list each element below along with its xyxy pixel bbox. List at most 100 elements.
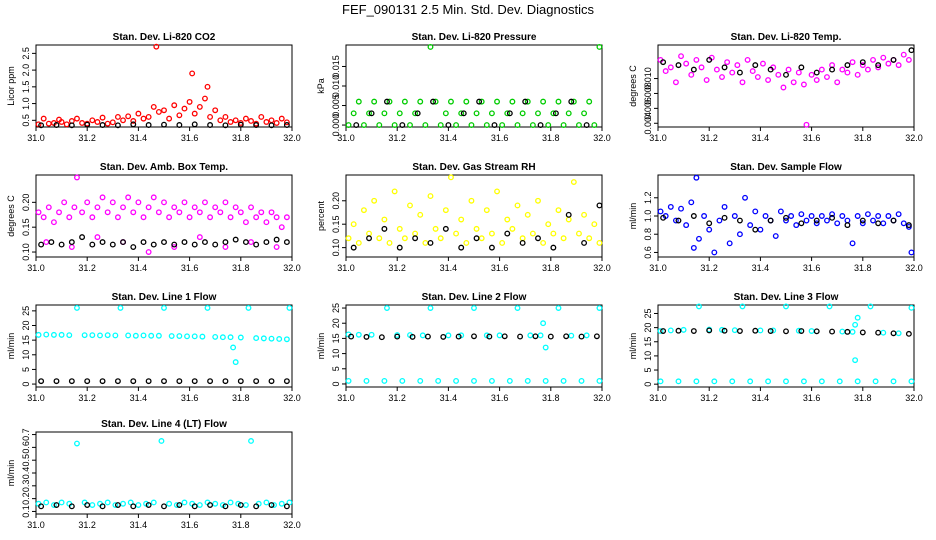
data-point [258,114,265,120]
data-point [386,98,393,105]
data-point [535,110,541,117]
x-tick-label: 31.8 [542,133,560,143]
data-point [219,334,226,341]
data-point [66,214,73,221]
data-point [657,328,664,334]
data-point [683,60,690,67]
data-point [540,239,547,246]
data-point [263,499,270,506]
data-point [494,188,500,195]
data-point [161,199,167,206]
data-point [148,332,155,339]
data-point [900,51,907,58]
data-point [353,122,360,128]
data-point [283,122,290,128]
x-tick-label: 31.6 [491,393,509,403]
data-point [263,219,270,226]
data-point [207,502,214,508]
data-point [488,110,495,117]
x-tick-label: 31.6 [181,263,199,273]
points-layer [657,47,915,128]
data-point [473,225,480,232]
data-point [381,377,388,384]
data-point [552,110,559,117]
data-point [895,62,902,69]
y-tick-label: 0.15 [21,218,31,236]
data-point [278,224,285,231]
data-point [445,122,452,128]
y-tick-label: 0.010 [331,75,341,98]
data-point [61,199,68,206]
points-layer [345,305,603,384]
chart-title: Stan. Dev. Line 2 Flow [422,292,527,303]
data-point [135,110,142,117]
y-tick-label: 0.20 [331,192,341,210]
y-tick-label: 20 [21,320,31,330]
data-point [166,500,173,507]
data-point [94,204,101,211]
data-point [596,239,603,246]
data-point [417,211,424,218]
data-point [202,199,208,206]
data-point [762,213,769,219]
data-point [242,239,249,246]
data-point [473,235,480,242]
data-point [688,199,695,206]
data-point [145,378,152,385]
chart-title: Stan. Dev. Li-820 Temp. [731,32,842,43]
data-point [89,117,96,124]
data-point [864,211,871,218]
y-tick-label: 0.2 [21,492,31,505]
data-point [199,333,206,340]
data-point [455,333,462,340]
y-axis-label: ml/min [316,333,326,360]
y-tick-label: 15 [643,337,653,347]
data-point [706,327,713,334]
data-point [885,213,892,219]
points-layer [657,174,915,256]
data-point [248,204,254,211]
data-point [40,214,47,221]
data-point [263,119,270,125]
data-point [440,333,447,340]
data-point [550,110,557,117]
data-point [109,199,116,206]
data-point [212,204,219,211]
data-point [783,303,789,310]
data-point [442,110,449,117]
data-point [84,121,91,128]
data-point [166,214,173,221]
data-point [286,499,293,506]
y-tick-label: 0.3 [21,480,31,493]
data-point [68,378,75,385]
y-tick-label: 0.10 [21,243,31,261]
data-point [471,377,477,384]
x-tick-label: 31.4 [130,263,148,273]
data-point [248,118,254,124]
data-point [68,503,75,510]
data-point [721,327,728,334]
data-point [104,120,111,127]
data-point [176,209,183,216]
data-point [760,60,766,67]
data-point [736,328,743,334]
x-tick-label: 31.2 [700,133,718,143]
y-tick-label: 0.20 [21,194,31,212]
data-point [736,69,743,76]
data-point [350,221,357,228]
data-point [514,202,521,209]
x-tick-label: 31.4 [752,393,770,403]
data-point [596,202,603,209]
data-point [227,499,234,506]
x-tick-label: 31.2 [78,263,96,273]
x-tick-label: 32.0 [283,393,301,403]
y-tick-label: 0.005 [331,94,341,117]
data-point [803,217,810,224]
data-point [854,378,861,385]
data-point [130,503,137,510]
data-point [864,66,871,73]
points-layer [345,174,603,251]
data-point [675,378,682,385]
data-point [204,83,211,90]
chart-panel: Stan. Dev. Li-820 CO2 31.0 31.2 31.4 31.6 31.… [6,32,301,143]
